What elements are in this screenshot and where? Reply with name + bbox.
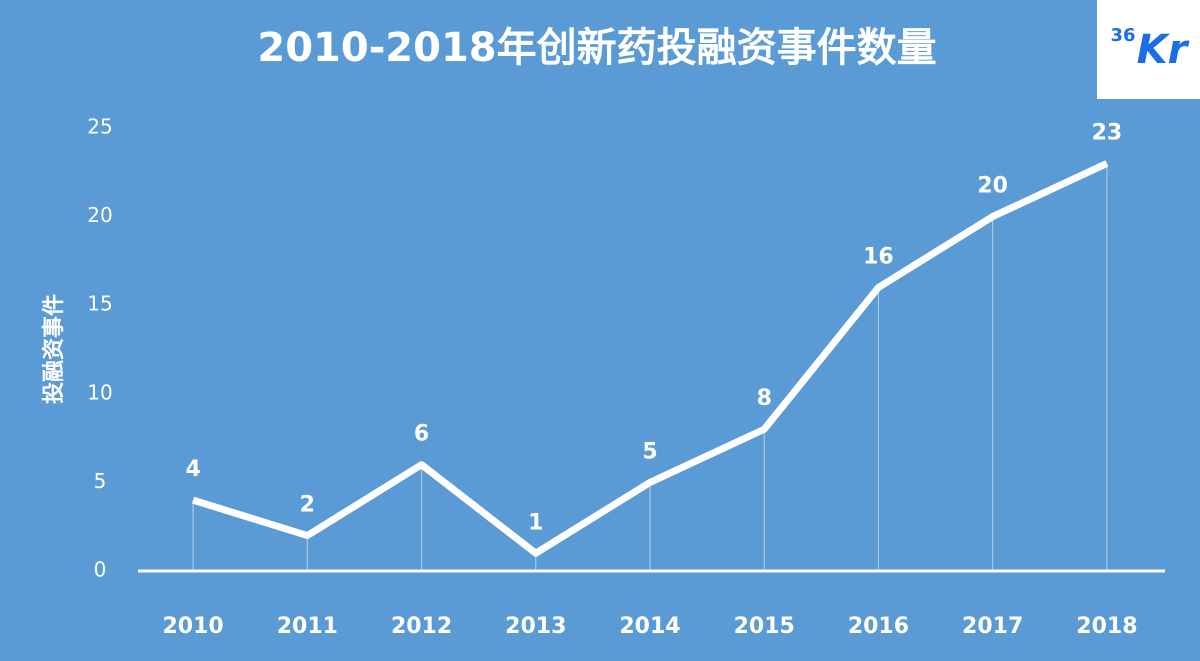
y-tick-label: 25 bbox=[87, 115, 112, 139]
line bbox=[192, 160, 1109, 557]
data-label: 6 bbox=[414, 422, 429, 447]
x-tick-label: 2016 bbox=[848, 614, 909, 639]
data-label: 8 bbox=[757, 386, 772, 411]
y-tick-label: 0 bbox=[94, 558, 107, 582]
y-tick-label: 20 bbox=[87, 203, 112, 227]
logo-text: Kr bbox=[1137, 27, 1190, 73]
data-label: 4 bbox=[185, 457, 200, 482]
x-tick-label: 2012 bbox=[391, 614, 452, 639]
logo-superscript: 36 bbox=[1110, 25, 1135, 46]
x-tick-label: 2011 bbox=[277, 614, 338, 639]
data-label: 2 bbox=[300, 493, 315, 518]
y-tick-label: 15 bbox=[87, 292, 112, 316]
data-label: 5 bbox=[642, 439, 657, 464]
y-tick-label: 5 bbox=[94, 469, 107, 493]
data-label: 23 bbox=[1092, 120, 1123, 145]
x-tick-label: 2018 bbox=[1076, 614, 1137, 639]
data-label: 20 bbox=[977, 174, 1008, 199]
x-tick-label: 2017 bbox=[962, 614, 1023, 639]
x-tick-label: 2015 bbox=[734, 614, 795, 639]
y-tick-label: 10 bbox=[87, 380, 112, 404]
y-axis-label: 投融资事件 bbox=[41, 294, 67, 404]
x-tick-label: 2014 bbox=[619, 614, 680, 639]
data-label: 16 bbox=[863, 244, 894, 269]
x-tick-label: 2010 bbox=[162, 614, 223, 639]
chart-title: 2010-2018年创新药投融资事件数量 bbox=[257, 25, 936, 71]
logo-box bbox=[1097, 0, 1200, 99]
x-tick-label: 2013 bbox=[505, 614, 566, 639]
data-label: 1 bbox=[528, 510, 543, 535]
